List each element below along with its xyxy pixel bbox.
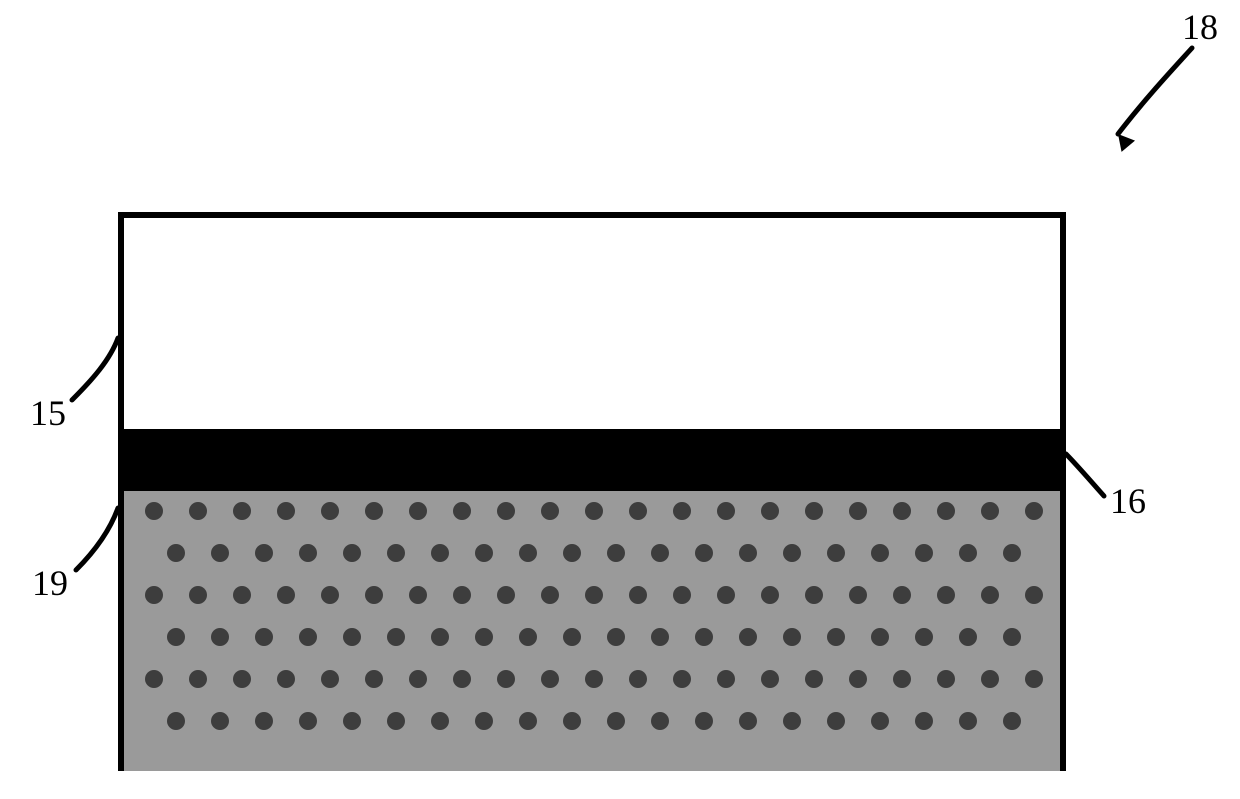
layer-bottom-dots — [124, 491, 1060, 771]
label-n16: 16 — [1110, 480, 1146, 522]
arrowhead-18 — [1118, 134, 1135, 152]
leader-16 — [1066, 454, 1104, 496]
diagram-stage: 18 15 19 16 — [0, 0, 1240, 799]
leader-19 — [76, 508, 118, 570]
label-n18: 18 — [1182, 6, 1218, 48]
layer-top — [118, 212, 1066, 429]
layer-middle — [118, 429, 1066, 491]
leader-15 — [72, 338, 118, 400]
label-n19: 19 — [32, 562, 68, 604]
layer-bottom — [118, 491, 1066, 771]
label-n15: 15 — [30, 392, 66, 434]
leader-18 — [1118, 48, 1192, 134]
